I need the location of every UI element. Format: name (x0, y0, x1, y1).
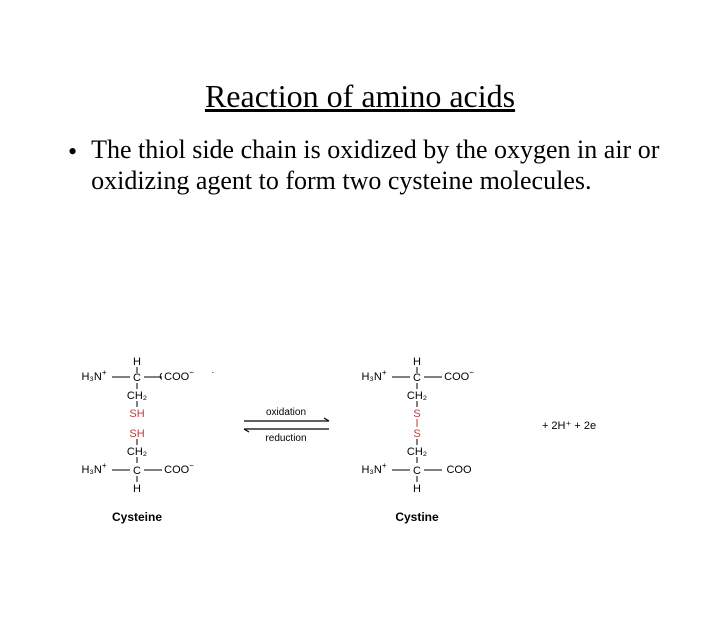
ch2-label: CH₂ (127, 390, 147, 402)
rs1: S (413, 408, 420, 420)
rnc: + (382, 368, 387, 377)
coo-b: COO (164, 464, 190, 476)
rcoob: COO (446, 464, 472, 476)
svg-text:H₃N+: H₃N+ (361, 368, 386, 383)
n-label-b: H₃N (81, 464, 101, 476)
c-label-b: C (133, 465, 141, 477)
cysteine-label: Cysteine (112, 510, 162, 524)
svg-text:H₃N+: H₃N+ (361, 461, 386, 476)
svg-text:COO−: COO− (164, 461, 194, 476)
cooc-b: − (189, 461, 194, 470)
n-charge-b: + (102, 461, 107, 470)
svg-text:COO−: COO− (444, 368, 474, 383)
rc: C (413, 372, 421, 384)
arrow-top-label: oxidation (266, 407, 306, 418)
cystine-label: Cystine (395, 510, 439, 524)
c-label: C (133, 372, 141, 384)
chemistry-diagram: H₃N+ H C COO− COO− COO− CH₂ SH SH CH₂ H₃… (74, 353, 654, 543)
n-charge: + (102, 368, 107, 377)
sh-label: SH (129, 408, 144, 420)
rch2: CH₂ (407, 390, 427, 402)
rh: H (413, 356, 421, 368)
bullet-item: • The thiol side chain is oxidized by th… (68, 135, 680, 196)
bullet-marker: • (68, 137, 77, 196)
sh-label-b: SH (129, 428, 144, 440)
rhb: H (413, 483, 421, 495)
svg-text:H₃N+: H₃N+ (81, 461, 106, 476)
slide-title: Reaction of amino acids (0, 78, 720, 115)
x: COO (164, 371, 190, 383)
n-label: H₃N (81, 371, 101, 383)
svg-text:COO: COO (446, 464, 472, 476)
y: − (189, 368, 194, 377)
rs2: S (413, 428, 420, 440)
rch2b: CH₂ (407, 446, 427, 458)
h-label-b: H (133, 483, 141, 495)
arrow-bottom-label: reduction (265, 433, 306, 444)
byproduct-label: + 2H⁺ + 2e (542, 420, 596, 432)
rnb: H₃N (361, 464, 381, 476)
rcb: C (413, 465, 421, 477)
bullet-text: The thiol side chain is oxidized by the … (91, 135, 680, 196)
rn: H₃N (361, 371, 381, 383)
rcoo: COO (444, 371, 470, 383)
rcooc: − (469, 368, 474, 377)
h-label: H (133, 356, 141, 368)
svg-text:H₃N+: H₃N+ (81, 368, 106, 383)
ch2-label-b: CH₂ (127, 446, 147, 458)
rncb: + (382, 461, 387, 470)
